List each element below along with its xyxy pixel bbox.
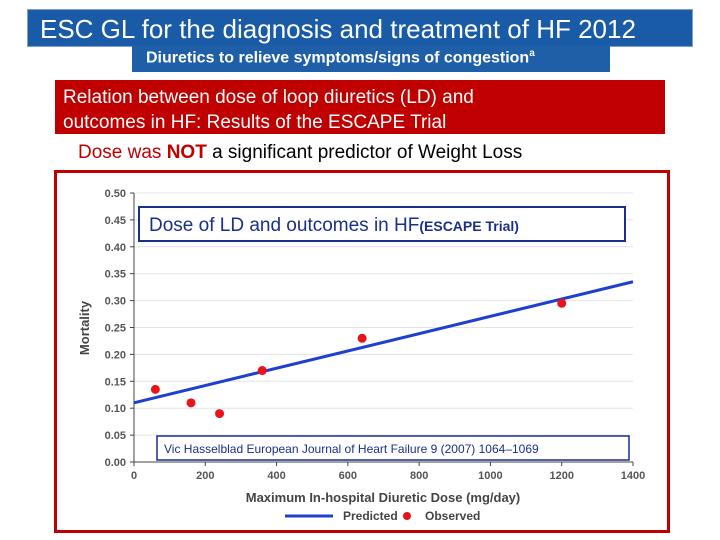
relation-text: Relation between dose of loop diuretics … <box>63 85 474 135</box>
overlay-title: Dose of LD and outcomes in HF(ESCAPE Tri… <box>149 215 519 236</box>
overlay-title-suffix: (ESCAPE Trial) <box>419 218 519 234</box>
subtitle-label: Diuretics to relieve symptoms/signs of c… <box>146 49 530 67</box>
y-tick-label: 0.05 <box>105 430 126 442</box>
y-tick-label: 0.40 <box>105 242 126 254</box>
predicted-line <box>133 280 634 405</box>
observed-point <box>557 298 567 308</box>
y-tick-label: 0.15 <box>105 376 126 388</box>
x-axis-label: Maximum In-hospital Diuretic Dose (mg/da… <box>246 490 521 505</box>
observed-point <box>357 333 367 343</box>
x-tick-label: 600 <box>339 470 357 482</box>
relation-line-1: Relation between dose of loop diuretics … <box>63 87 474 108</box>
y-tick-label: 0.20 <box>105 349 126 361</box>
y-axis-ticks: 0.00 0.05 0.10 0.15 0.20 0.25 0.30 0.35 0.40 0.45… <box>105 188 134 469</box>
legend-observed-label: Observed <box>425 509 480 523</box>
subtitle-banner: Diuretics to relieve symptoms/signs of c… <box>132 45 610 72</box>
dose-statement-part1: Dose was <box>78 142 167 163</box>
y-tick-label: 0.45 <box>105 215 126 227</box>
y-tick-label: 0.50 <box>105 188 126 200</box>
overlay-title-main: Dose of LD and outcomes in HF <box>149 215 419 236</box>
dose-statement: Dose was NOT a significant predictor of … <box>78 142 522 164</box>
dose-statement-not: NOT <box>166 142 207 163</box>
x-tick-label: 200 <box>196 470 214 482</box>
slide-title-box: ESC GL for the diagnosis and treatment o… <box>27 9 693 47</box>
slide-title: ESC GL for the diagnosis and treatment o… <box>40 14 636 44</box>
y-tick-label: 0.25 <box>105 323 126 335</box>
chart-frame: 0.00 0.05 0.10 0.15 0.20 0.25 0.30 0.35 0.40 0.45… <box>54 170 670 533</box>
citation-box <box>156 435 630 461</box>
mortality-chart: 0.00 0.05 0.10 0.15 0.20 0.25 0.30 0.35 0.40 0.45… <box>77 188 645 523</box>
x-tick-label: 400 <box>267 470 285 482</box>
observed-point <box>186 398 196 408</box>
citation-text: Vic Hasselblad European Journal of Heart… <box>164 442 539 456</box>
y-tick-label: 0.30 <box>105 296 126 308</box>
dose-statement-part2: a significant predictor of Weight Loss <box>206 142 523 163</box>
overlay-title-box <box>138 206 626 242</box>
x-tick-label: 0 <box>131 470 137 482</box>
legend-predicted-label: Predicted <box>343 509 398 523</box>
y-tick-label: 0.10 <box>105 403 126 415</box>
series-layer <box>133 280 634 419</box>
x-tick-label: 1000 <box>478 470 502 482</box>
observed-point <box>257 366 267 376</box>
relation-line-2: outcomes in HF: Results of the ESCAPE Tr… <box>63 112 447 133</box>
subtitle-footnote-mark: a <box>529 48 535 59</box>
y-tick-label: 0.00 <box>105 457 126 469</box>
y-tick-label: 0.35 <box>105 269 126 281</box>
observed-point <box>215 409 225 419</box>
observed-point <box>150 384 160 394</box>
x-tick-label: 1200 <box>549 470 573 482</box>
y-axis-label: Mortality <box>77 300 92 355</box>
x-tick-label: 1400 <box>621 470 645 482</box>
subtitle-text: Diuretics to relieve symptoms/signs of c… <box>146 48 535 67</box>
legend-observed-swatch <box>403 512 411 520</box>
relation-box: Relation between dose of loop diuretics … <box>55 80 665 134</box>
x-tick-label: 800 <box>410 470 428 482</box>
x-axis-ticks: 0 200 400 600 800 1000 1200 1400 <box>131 462 645 482</box>
